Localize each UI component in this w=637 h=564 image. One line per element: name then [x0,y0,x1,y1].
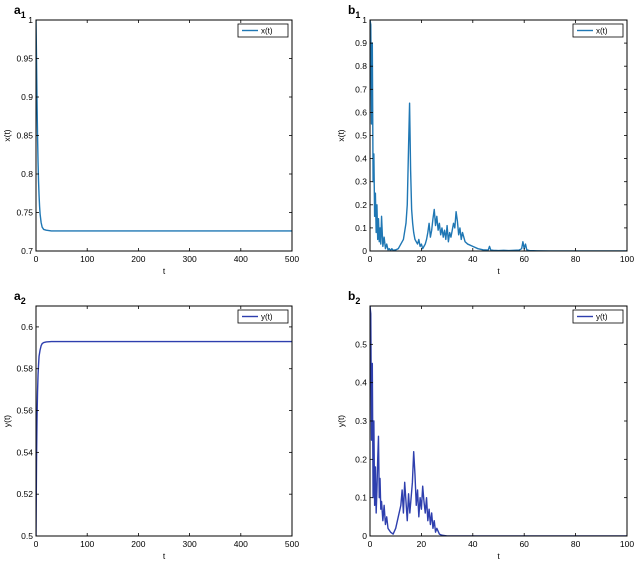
x-tick-label: 300 [183,254,197,264]
y-tick-label: 0.9 [21,92,33,102]
panel-label: a1 [14,3,26,20]
y-tick-label: 0.2 [355,454,367,464]
y-tick-label: 0.75 [16,208,33,218]
y-tick-label: 1 [28,15,33,25]
y-tick-label: 0.8 [21,169,33,179]
y-tick-label: 0.7 [21,246,33,256]
y-tick-label: 0.5 [21,531,33,541]
panel-label-letter: b [348,3,355,17]
x-tick-label: 400 [234,539,248,549]
x-tick-label: 0 [368,254,373,264]
x-tick-label: 80 [571,254,581,264]
x-tick-label: 40 [468,254,478,264]
series-line-xt [36,20,292,232]
y-tick-label: 0.5 [355,339,367,349]
y-tick-label: 0.9 [355,38,367,48]
legend-box [572,23,624,38]
y-tick-label: 0.5 [355,131,367,141]
plot-frame [35,19,293,252]
y-axis-label: x(t) [336,129,346,141]
x-tick-label: 100 [620,539,634,549]
panel-label-subscript: 1 [21,10,26,20]
x-tick-label: 200 [131,539,145,549]
panel-label-letter: a [14,3,21,17]
y-axis-label: y(t) [336,415,346,427]
y-tick-label: 0.8 [355,61,367,71]
legend-entry: y(t) [596,313,608,322]
y-tick-label: 0.3 [355,177,367,187]
legend: x(t) [572,23,624,38]
x-tick-label: 100 [620,254,634,264]
series-line-yt [36,340,292,536]
y-tick-label: 0 [362,531,367,541]
y-tick-label: 0.56 [16,406,33,416]
panel-label: b2 [348,289,360,306]
panel-label-letter: b [348,289,355,303]
x-tick-label: 60 [519,254,529,264]
y-tick-label: 0.7 [355,84,367,94]
legend-entry: y(t) [261,313,273,322]
panel-label-subscript: 2 [355,296,360,306]
chart-panel-a2: a2 0 100 200 300 400 500 0.5 0.52 0.54 0.56 0.58 0.6… [2,289,299,561]
x-tick-label: 200 [131,254,145,264]
x-tick-label: 300 [183,539,197,549]
legend-box [572,309,624,324]
y-tick-label: 0.4 [355,378,367,388]
y-tick-label: 0 [362,246,367,256]
legend: y(t) [237,309,289,324]
panel-label-subscript: 2 [21,296,26,306]
y-tick-label: 1 [362,15,367,25]
x-tick-label: 0 [34,539,39,549]
x-tick-label: 60 [519,539,529,549]
y-tick-label: 0.52 [16,489,33,499]
x-tick-label: 0 [368,539,373,549]
x-axis-label: t [497,551,500,561]
panel-label-subscript: 1 [355,10,360,20]
y-tick-label: 0.4 [355,154,367,164]
x-tick-label: 40 [468,539,478,549]
series-line-xt [370,20,627,251]
panel-label: a2 [14,289,26,306]
chart-panel-a1: a1 0 100 200 300 400 500 0.7 0.75 0.8 0.85 0.9 0.95 1… [2,3,299,276]
y-tick-label: 0.6 [355,107,367,117]
y-tick-label: 0.6 [21,322,33,332]
y-tick-label: 0.3 [355,416,367,426]
x-tick-label: 80 [571,539,581,549]
x-axis-label: t [497,266,500,276]
legend-entry: x(t) [261,27,273,36]
x-tick-label: 20 [417,539,427,549]
y-tick-label: 0.95 [16,54,33,64]
x-tick-label: 400 [234,254,248,264]
y-tick-label: 0.58 [16,364,33,374]
y-tick-label: 0.1 [355,223,367,233]
x-tick-label: 500 [285,539,299,549]
x-tick-label: 500 [285,254,299,264]
y-tick-label: 0.85 [16,131,33,141]
x-axis-label: t [163,551,166,561]
legend: y(t) [572,309,624,324]
x-tick-label: 100 [80,539,94,549]
x-tick-label: 20 [417,254,427,264]
x-axis-label: t [163,266,166,276]
panel-label-letter: a [14,289,21,303]
plot-frame [35,305,293,537]
legend: x(t) [237,23,289,38]
panel-label: b1 [348,3,360,20]
y-tick-label: 0.54 [16,447,33,457]
series-line-yt [370,306,627,536]
legend-box [237,23,289,38]
chart-panel-b1: b1 0 20 40 60 80 100 0 0.1 0.2 0.3 0.4 0.5 0.6 0.7 0.8 0… [336,3,634,276]
legend-box [237,309,289,324]
x-tick-label: 100 [80,254,94,264]
y-tick-label: 0.2 [355,200,367,210]
y-axis-label: x(t) [2,129,12,141]
legend-entry: x(t) [596,27,608,36]
y-tick-label: 0.1 [355,493,367,503]
y-axis-label: y(t) [2,415,12,427]
x-tick-label: 0 [34,254,39,264]
